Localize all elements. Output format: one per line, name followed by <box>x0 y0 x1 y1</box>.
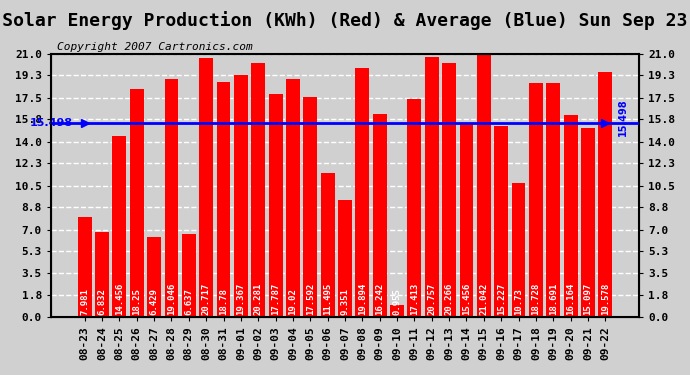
Text: 9.351: 9.351 <box>340 288 350 315</box>
Bar <box>78 217 92 317</box>
Text: Copyright 2007 Cartronics.com: Copyright 2007 Cartronics.com <box>57 42 253 51</box>
Bar <box>511 183 526 317</box>
Text: 6.429: 6.429 <box>150 288 159 315</box>
Text: 7.981: 7.981 <box>80 288 89 315</box>
Text: 20.757: 20.757 <box>427 283 436 315</box>
Text: 15.498: 15.498 <box>618 98 627 136</box>
Text: 16.242: 16.242 <box>375 283 384 315</box>
Bar <box>112 136 126 317</box>
Bar <box>338 200 352 317</box>
Text: 20.266: 20.266 <box>444 283 453 315</box>
Text: Daily Solar Energy Production (KWh) (Red) & Average (Blue) Sun Sep 23 06:48: Daily Solar Energy Production (KWh) (Red… <box>0 11 690 30</box>
Text: 18.728: 18.728 <box>531 283 540 315</box>
Bar <box>373 114 386 317</box>
Text: 16.164: 16.164 <box>566 283 575 315</box>
Bar <box>581 128 595 317</box>
Bar <box>286 79 300 317</box>
Text: 17.592: 17.592 <box>306 283 315 315</box>
Bar <box>408 99 422 317</box>
Text: 19.046: 19.046 <box>167 283 176 315</box>
Text: 15.456: 15.456 <box>462 283 471 315</box>
Text: 18.78: 18.78 <box>219 288 228 315</box>
Bar <box>268 94 282 317</box>
Bar <box>442 63 456 317</box>
Bar <box>321 173 335 317</box>
Bar <box>304 97 317 317</box>
Bar <box>199 58 213 317</box>
Text: 15.227: 15.227 <box>497 283 506 315</box>
Bar <box>390 305 404 317</box>
Text: 18.25: 18.25 <box>132 288 141 315</box>
Bar <box>217 82 230 317</box>
Text: 10.73: 10.73 <box>514 288 523 315</box>
Text: 0.955: 0.955 <box>393 288 402 315</box>
Bar <box>460 124 473 317</box>
Text: 6.637: 6.637 <box>184 288 193 315</box>
Bar <box>477 54 491 317</box>
Text: 11.495: 11.495 <box>323 283 332 315</box>
Bar <box>529 82 543 317</box>
Text: 15.097: 15.097 <box>584 283 593 315</box>
Text: 20.717: 20.717 <box>201 283 210 315</box>
Text: 19.367: 19.367 <box>237 283 246 315</box>
Bar <box>598 72 612 317</box>
Bar <box>425 57 439 317</box>
Text: 21.042: 21.042 <box>480 283 489 315</box>
Text: 6.832: 6.832 <box>97 288 106 315</box>
Text: 17.413: 17.413 <box>410 283 419 315</box>
Text: 19.02: 19.02 <box>288 288 297 315</box>
Text: 14.456: 14.456 <box>115 283 124 315</box>
Bar <box>234 75 248 317</box>
Bar <box>95 232 109 317</box>
Bar <box>564 115 578 317</box>
Bar <box>546 83 560 317</box>
Bar <box>251 63 265 317</box>
Text: 19.578: 19.578 <box>601 283 610 315</box>
Bar <box>147 237 161 317</box>
Bar <box>164 79 179 317</box>
Bar <box>355 68 369 317</box>
Text: 20.281: 20.281 <box>254 283 263 315</box>
Text: 19.894: 19.894 <box>358 283 367 315</box>
Text: 17.787: 17.787 <box>271 283 280 315</box>
Text: 15.498: 15.498 <box>30 118 72 128</box>
Bar <box>130 88 144 317</box>
Bar <box>494 126 508 317</box>
Bar <box>182 234 196 317</box>
Text: 18.691: 18.691 <box>549 283 558 315</box>
